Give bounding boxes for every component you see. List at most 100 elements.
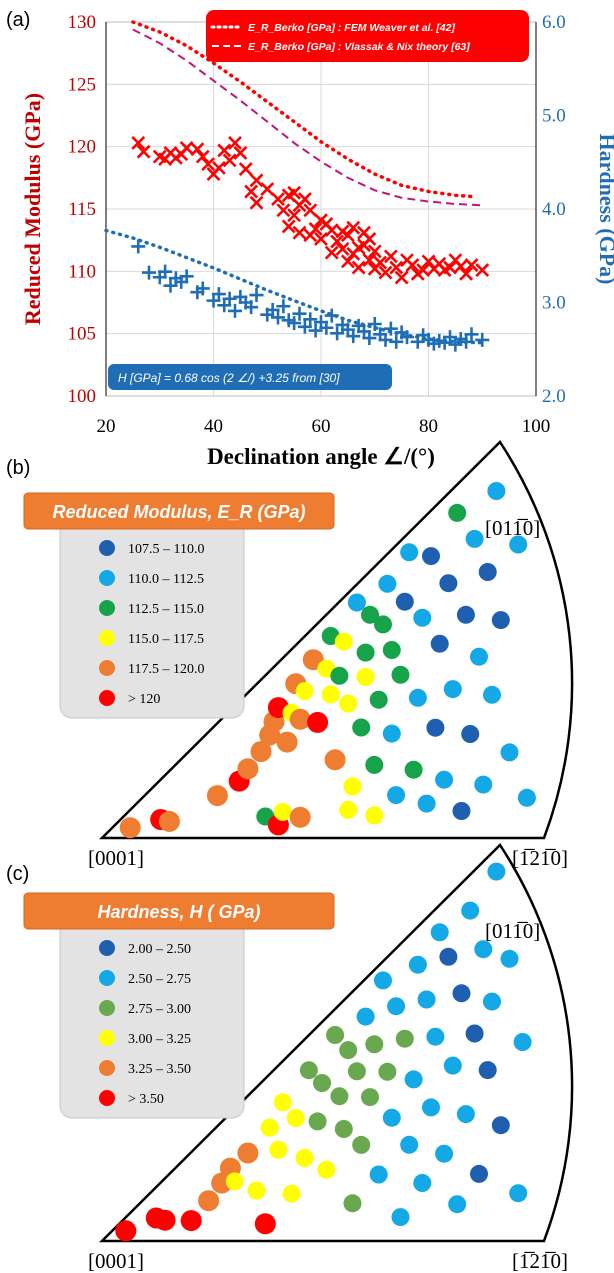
orientation-point (334, 1120, 353, 1138)
modulus-point (190, 142, 205, 157)
y-tick-label-left: 130 (68, 12, 97, 33)
orientation-point (198, 1190, 220, 1212)
orientation-point (247, 1181, 266, 1200)
modulus-point (244, 184, 259, 199)
orientation-point (500, 743, 519, 762)
corner-label-12-10: [1̅2⁢1̅0] (512, 846, 568, 870)
orientation-point (509, 535, 528, 554)
right-tick-labels: 2.0 3.0 4.0 5.0 6.0 (542, 12, 566, 407)
legend: E_R_Berko [GPa] : FEM Weaver et al. [42]… (206, 10, 529, 62)
hardness-point (244, 300, 259, 315)
orientation-point (356, 643, 375, 662)
orientation-point (225, 1172, 244, 1191)
orientation-point (115, 1220, 137, 1242)
orientation-point (260, 1118, 279, 1137)
orientation-point (352, 1135, 371, 1154)
orientation-point (426, 1027, 445, 1046)
orientation-point (517, 788, 536, 807)
orientation-point (404, 1070, 423, 1089)
orientation-point (286, 1109, 305, 1127)
modulus-point (249, 195, 264, 210)
modulus-point (421, 254, 436, 269)
orientation-point (289, 806, 311, 828)
reference-curves (104, 20, 485, 345)
hardness-point (367, 317, 382, 332)
x-tick-label: 60 (312, 416, 331, 437)
formula-text: H [GPa] = 0.68 cos (2 ∠/) +3.25 from [30… (118, 371, 340, 385)
orientation-point (452, 984, 471, 1003)
orientation-point (465, 529, 484, 548)
orientation-point (513, 1033, 532, 1051)
hardness-point (389, 334, 404, 349)
orientation-point (365, 806, 384, 825)
y-axis-title-right: Hardness (GPa) (595, 134, 614, 285)
modulus-point (222, 153, 237, 168)
hardness-point (459, 334, 474, 349)
hardness-point (271, 310, 285, 325)
orientation-point (474, 940, 493, 959)
orientation-point (443, 1056, 462, 1075)
modulus-point (217, 143, 232, 158)
hardness-point (319, 320, 334, 335)
modulus-point (233, 145, 248, 160)
legend: 2.00 – 2.50 2.50 – 2.75 2.75 – 3.00 3.00 – … (99, 940, 191, 1107)
orientation-point (491, 1116, 510, 1135)
orientation-point (321, 685, 340, 704)
hardness-formula-box: H [GPa] = 0.68 cos (2 ∠/) +3.25 from [30… (108, 364, 392, 390)
orientation-point (273, 802, 292, 821)
hardness-point (228, 303, 242, 318)
modulus-point (292, 225, 307, 240)
y-axis-title-left: Reduced Modulus (GPa) (20, 93, 45, 325)
orientation-point (369, 690, 388, 709)
hardness-point (142, 265, 156, 280)
corner-label-0001: [0001] (88, 846, 144, 870)
orientation-point (180, 1210, 202, 1232)
modulus-point (287, 208, 302, 223)
orientation-point (395, 592, 414, 611)
orientation-point (382, 1108, 401, 1127)
orientation-point (461, 901, 480, 920)
modulus-point (340, 254, 355, 269)
modulus-point (303, 203, 318, 218)
orientation-point (400, 543, 419, 562)
panel-c: (c) Hardness, H ( GPa) 2.00 – 2.50 2.50 –… (6, 843, 574, 1273)
modulus-point (351, 260, 366, 275)
orientation-point (456, 605, 475, 624)
modulus-point (276, 203, 291, 218)
modulus-point (330, 234, 345, 249)
data-series (131, 136, 490, 352)
orientation-point (387, 786, 406, 805)
legend-swatch (99, 690, 115, 706)
hardness-point (179, 269, 194, 284)
legend-label: 112.5 – 115.0 (128, 602, 204, 617)
hardness-point (330, 326, 345, 341)
y-tick-label-left: 105 (68, 324, 97, 345)
hardness-point (292, 306, 307, 321)
orientation-point (470, 1164, 488, 1183)
legend-entry-vlassak: E_R_Berko [GPa] : Vlassak & Nix theory [… (248, 41, 470, 53)
orientation-point (339, 1041, 358, 1060)
legend-label: 2.00 – 2.50 (128, 942, 191, 957)
orientation-point (269, 1140, 288, 1159)
legend-swatch (99, 660, 115, 676)
orientation-point (422, 1098, 440, 1117)
y-tick-label-left: 125 (68, 74, 97, 95)
orientation-point (361, 1088, 379, 1107)
orientation-point (448, 1195, 467, 1214)
hardness-point (346, 329, 361, 344)
orientation-point (299, 1061, 318, 1080)
orientation-point (448, 503, 467, 522)
panel-b: (b) Reduced Modulus, E_R (GPa) 107.5 – 1… (6, 440, 574, 870)
modulus-point (373, 255, 388, 270)
orientation-point (330, 666, 349, 685)
modulus-point (131, 136, 146, 150)
orientation-point (339, 800, 358, 819)
data-points (115, 862, 532, 1242)
orientation-point (334, 632, 353, 651)
reference-curve (132, 28, 483, 207)
panel-label-b: (b) (6, 457, 30, 479)
y-tick-label-left: 110 (68, 261, 96, 282)
orientation-point (483, 992, 501, 1011)
orientation-point (408, 688, 427, 707)
